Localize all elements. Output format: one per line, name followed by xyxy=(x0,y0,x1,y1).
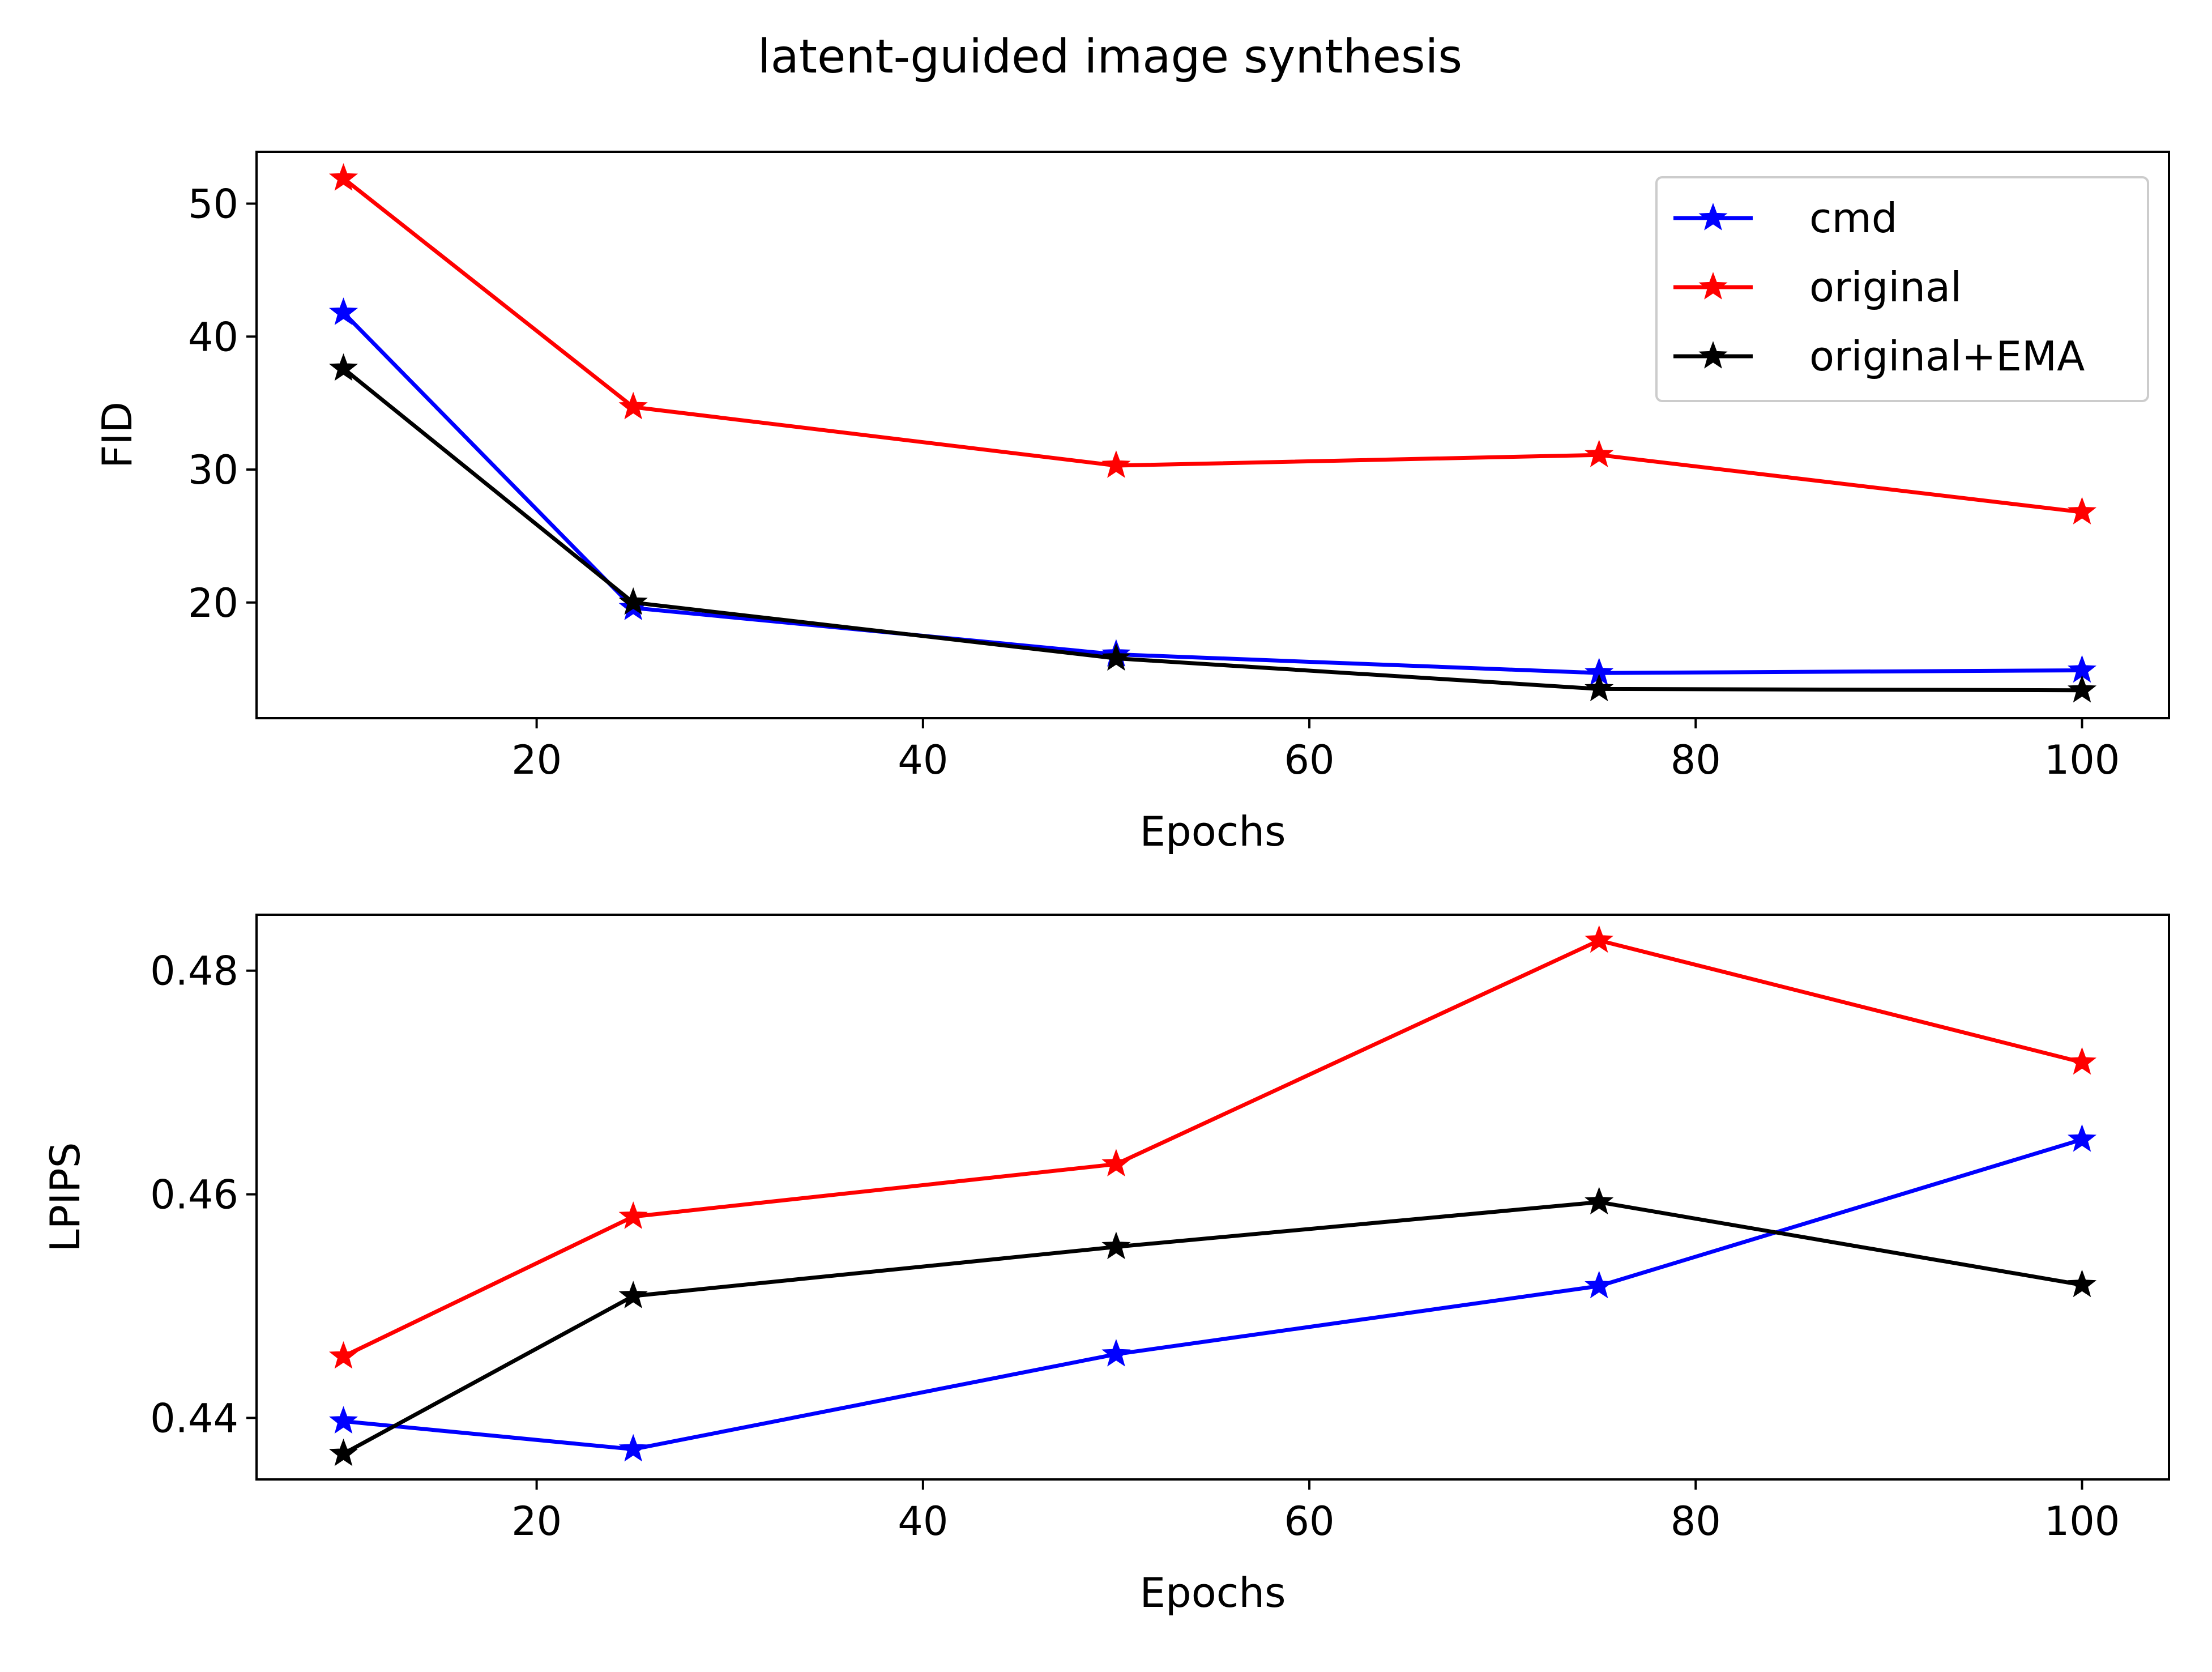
lpips-plot-frame xyxy=(255,914,2170,1481)
fid-point-original xyxy=(1585,440,1614,467)
fid-x-tick-label: 80 xyxy=(1671,737,1721,783)
lpips-point-original-ema xyxy=(2067,1269,2097,1298)
lpips-point-original-ema xyxy=(618,1281,648,1308)
fid-y-tick-label: 20 xyxy=(188,580,238,626)
lpips-y-tick-label: 0.44 xyxy=(150,1395,238,1441)
fid-point-original-ema xyxy=(1101,643,1131,671)
fid-point-original xyxy=(2067,497,2097,524)
fid-y-tick-label: 50 xyxy=(188,181,238,228)
lpips-point-original xyxy=(1585,925,1614,953)
fid-plot-frame xyxy=(255,151,2170,719)
legend: cmd original original+EMA xyxy=(1655,176,2149,402)
lpips-point-original-ema xyxy=(1585,1187,1614,1215)
legend-label-cmd: cmd xyxy=(1809,194,1897,242)
legend-box xyxy=(1655,176,2149,402)
lpips-point-original-ema xyxy=(328,1438,358,1466)
fid-chart: 20 40 60 80 100 20 30 40 50 Epochs FID cmd original o… xyxy=(93,151,2170,855)
fid-y-tick-label: 40 xyxy=(188,314,238,360)
legend-marker-original-ema xyxy=(1698,341,1728,369)
lpips-point-original-ema xyxy=(1101,1231,1131,1260)
legend-marker-original xyxy=(1698,272,1728,300)
lpips-point-cmd xyxy=(1585,1270,1614,1299)
fid-point-original xyxy=(1101,450,1131,478)
fid-x-tick-label: 60 xyxy=(1284,737,1335,783)
figure-title: latent-guided image synthesis xyxy=(758,30,1462,84)
lpips-point-original xyxy=(618,1201,648,1229)
lpips-point-cmd xyxy=(618,1434,648,1462)
lpips-y-tick-label: 0.48 xyxy=(150,948,238,995)
lpips-chart: 20 40 60 80 100 0.44 0.46 0.48 Epochs LPIPS xyxy=(41,914,2170,1616)
lpips-point-original xyxy=(1101,1149,1131,1177)
fid-point-original-ema xyxy=(2067,675,2097,703)
fid-point-cmd xyxy=(328,297,358,325)
lpips-x-tick-label: 80 xyxy=(1671,1498,1721,1545)
lpips-point-original xyxy=(328,1341,358,1369)
fid-x-axis-label: Epochs xyxy=(1140,808,1286,855)
fid-y-axis-label: FID xyxy=(93,402,141,468)
fid-y-tick-label: 30 xyxy=(188,447,238,493)
legend-label-original: original xyxy=(1809,263,1962,311)
lpips-y-tick-label: 0.46 xyxy=(150,1172,238,1218)
fid-point-original xyxy=(618,391,648,420)
fid-point-original-ema xyxy=(328,353,358,381)
lpips-x-tick-label: 40 xyxy=(898,1498,948,1545)
lpips-x-tick-label: 20 xyxy=(511,1498,562,1545)
fid-x-tick-label: 100 xyxy=(2044,737,2120,783)
fid-x-tick-label: 20 xyxy=(511,737,562,783)
legend-marker-cmd xyxy=(1698,203,1728,231)
lpips-x-axis-label: Epochs xyxy=(1140,1569,1286,1616)
fid-point-original-ema xyxy=(1585,673,1614,702)
lpips-point-cmd xyxy=(1101,1339,1131,1367)
fid-point-original xyxy=(328,163,358,191)
lpips-x-tick-label: 60 xyxy=(1284,1498,1335,1545)
legend-label-original-ema: original+EMA xyxy=(1809,332,2085,380)
lpips-point-cmd xyxy=(328,1406,358,1434)
lpips-x-tick-label: 100 xyxy=(2044,1498,2120,1545)
lpips-point-cmd xyxy=(2067,1124,2097,1152)
fid-point-original-ema xyxy=(618,587,648,615)
lpips-point-original xyxy=(2067,1047,2097,1075)
lpips-y-axis-label: LPIPS xyxy=(41,1142,89,1252)
fid-x-tick-label: 40 xyxy=(898,737,948,783)
